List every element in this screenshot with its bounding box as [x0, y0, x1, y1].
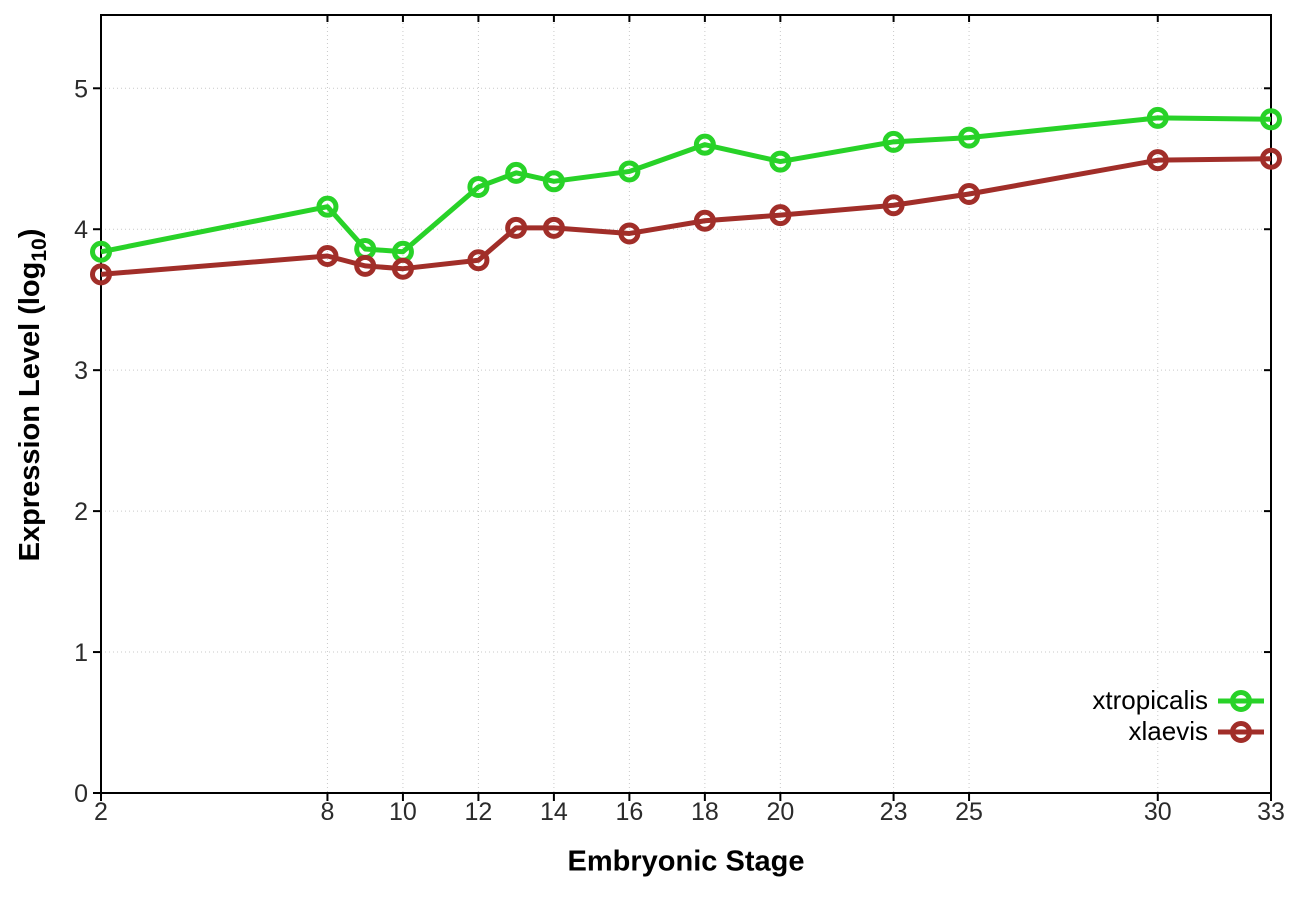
- marker-xlaevis: [316, 245, 339, 268]
- x-tick-label: 2: [94, 798, 108, 826]
- legend-label: xtropicalis: [1092, 685, 1208, 715]
- marker-xlaevis: [1146, 149, 1169, 172]
- x-axis-title: Embryonic Stage: [567, 845, 805, 878]
- x-tick-label: 16: [615, 798, 643, 826]
- marker-xlaevis: [882, 194, 905, 217]
- marker-xlaevis: [467, 249, 490, 272]
- marker-xlaevis: [769, 204, 792, 227]
- y-axis-title: Expression Level (log10): [14, 229, 52, 562]
- x-tick-label: 8: [320, 798, 334, 826]
- plot-frame: [100, 14, 1272, 794]
- marker-xtropicalis: [1146, 106, 1169, 129]
- marker-xtropicalis: [316, 195, 339, 218]
- marker-xlaevis: [542, 216, 565, 239]
- marker-xlaevis: [618, 222, 641, 245]
- marker-xlaevis: [391, 257, 414, 280]
- legend-sample-xtropicalis: [1218, 689, 1264, 712]
- legend-entry-xlaevis: xlaevis: [1129, 716, 1264, 747]
- x-tick-label: 10: [389, 798, 417, 826]
- legend-sample-xlaevis: [1218, 720, 1264, 743]
- marker-xtropicalis: [467, 175, 490, 198]
- marker-xtropicalis: [958, 126, 981, 149]
- legend-entry-xtropicalis: xtropicalis: [1092, 685, 1264, 716]
- marker-xtropicalis: [1260, 108, 1282, 131]
- x-tick-label: 25: [955, 798, 983, 826]
- y-tick-label: 2: [74, 498, 88, 526]
- y-tick-label: 1: [74, 639, 88, 667]
- y-axis-title-text: Expression Level (log: [14, 261, 47, 562]
- x-tick-label: 33: [1257, 798, 1285, 826]
- marker-xlaevis: [958, 182, 981, 205]
- x-tick-label: 23: [880, 798, 908, 826]
- y-axis-title-subscript: 10: [27, 238, 51, 262]
- x-tick-label: 18: [691, 798, 719, 826]
- marker-xtropicalis: [693, 133, 716, 156]
- chart-legend: xtropicalis xlaevis: [1092, 685, 1264, 747]
- x-tick-label: 30: [1144, 798, 1172, 826]
- marker-xtropicalis: [769, 150, 792, 173]
- marker-xlaevis: [505, 216, 528, 239]
- x-tick-label: 14: [540, 798, 568, 826]
- marker-xtropicalis: [542, 170, 565, 193]
- x-tick-label: 12: [465, 798, 493, 826]
- y-tick-label: 3: [74, 357, 88, 385]
- marker-xlaevis: [1260, 147, 1282, 170]
- marker-xtropicalis: [505, 161, 528, 184]
- marker-xtropicalis: [882, 130, 905, 153]
- marker-xtropicalis: [618, 160, 641, 183]
- marker-xlaevis: [354, 254, 377, 277]
- legend-label: xlaevis: [1128, 716, 1208, 746]
- marker-xlaevis: [90, 263, 112, 286]
- y-tick-label: 5: [74, 75, 88, 103]
- y-tick-label: 0: [74, 780, 88, 808]
- marker-xlaevis: [693, 209, 716, 232]
- legend-sample-marker: [1230, 720, 1252, 743]
- y-tick-label: 4: [74, 216, 88, 244]
- marker-xtropicalis: [90, 240, 112, 263]
- legend-sample-marker: [1230, 689, 1252, 712]
- series-line-xtropicalis: [100, 115, 1272, 255]
- y-axis-title-close: ): [14, 228, 47, 239]
- x-tick-label: 20: [766, 798, 794, 826]
